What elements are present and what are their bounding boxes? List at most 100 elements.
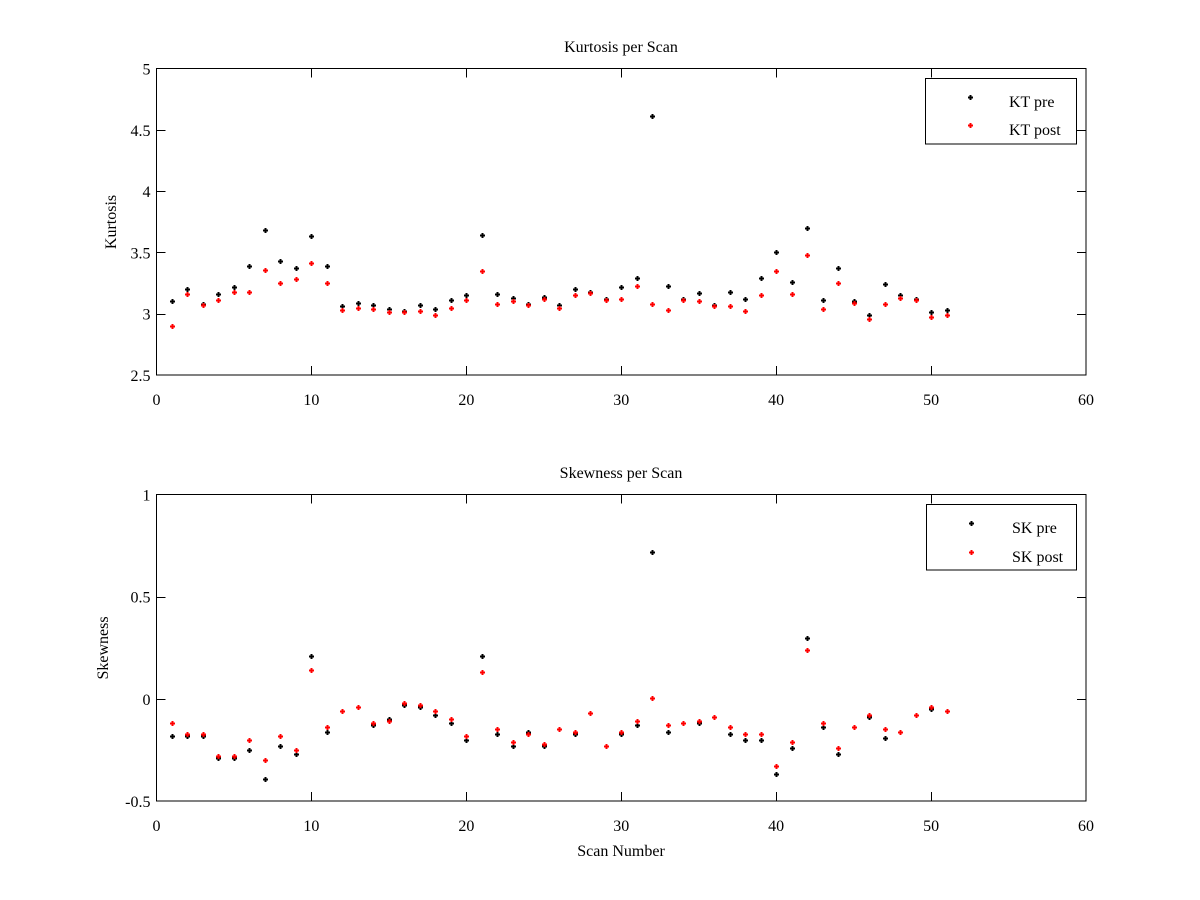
kt-post-point [821, 307, 826, 312]
sk-post-point [542, 742, 547, 747]
sk-pre-point [805, 636, 810, 641]
sk-pre-point [728, 732, 733, 737]
kt-post-point [185, 292, 190, 297]
skewness-points [170, 550, 950, 782]
kt-post-point [898, 296, 903, 301]
kt-pre-point [867, 313, 872, 318]
kt-pre-point [945, 308, 950, 313]
skewness-y-axis-label: Skewness [95, 616, 112, 679]
sk-post-point [418, 703, 423, 708]
kt-pre-point [666, 284, 671, 289]
kt-pre-point [387, 307, 392, 312]
kt-pre-point [418, 303, 423, 308]
kt-pre-point [340, 304, 345, 309]
sk-post-point [774, 764, 779, 769]
skewness-subplot: Skewness per Scan Skewness Scan Number 0… [95, 465, 1094, 860]
kt-post-point [216, 298, 221, 303]
kt-post-point [402, 310, 407, 315]
kt-post-point [356, 306, 361, 311]
sk-post-point [449, 717, 454, 722]
kt-pre-point [325, 264, 330, 269]
kt-post-point [340, 308, 345, 313]
kt-post-point [464, 298, 469, 303]
kt-pre-point [309, 234, 314, 239]
kt-post-point [697, 299, 702, 304]
sk-pre-point [464, 738, 469, 743]
kt-post-point [309, 261, 314, 266]
y-tick-label: 0 [143, 692, 151, 709]
sk-post-point [170, 721, 175, 726]
sk-pre-point [170, 734, 175, 739]
sk-post-point [712, 715, 717, 720]
kt-pre-point [929, 310, 934, 315]
y-tick-label: 3 [143, 307, 151, 324]
sk-post-point [464, 734, 469, 739]
sk-post-point [743, 732, 748, 737]
skewness-x-axis-label: Scan Number [577, 843, 665, 860]
sk-post-point [852, 725, 857, 730]
sk-pre-point [495, 732, 500, 737]
kt-post-point [774, 269, 779, 274]
kt-pre-point [836, 266, 841, 271]
kt-post-point [852, 301, 857, 306]
sk-post-point [216, 754, 221, 759]
sk-pre-point [309, 654, 314, 659]
y-tick-label: 4 [143, 184, 151, 201]
kt-post-point [573, 293, 578, 298]
legend-label-sk-pre: SK pre [1012, 520, 1057, 537]
kt-post-point [914, 298, 919, 303]
kt-pre-point [480, 233, 485, 238]
kt-post-point [635, 284, 640, 289]
kt-pre-point [573, 287, 578, 292]
kt-post-point [418, 309, 423, 314]
kt-pre-point [232, 285, 237, 290]
kt-post-point [294, 277, 299, 282]
y-tick-label: 2.5 [131, 368, 151, 385]
kt-pre-point [433, 307, 438, 312]
y-tick-label: -0.5 [125, 794, 150, 811]
sk-post-point [495, 727, 500, 732]
kt-post-point [232, 290, 237, 295]
sk-pre-point [759, 738, 764, 743]
kt-post-point [929, 315, 934, 320]
y-tick-label: 0.5 [131, 590, 151, 607]
kt-pre-point [511, 296, 516, 301]
x-tick-label: 10 [303, 392, 319, 409]
kt-pre-point [263, 228, 268, 233]
kt-pre-point [821, 298, 826, 303]
skewness-legend-box [926, 504, 1077, 571]
sk-post-point [821, 721, 826, 726]
kt-pre-point [216, 292, 221, 297]
skewness-ticks: 0 10 20 30 40 50 60-0.500.51 [125, 488, 1094, 836]
sk-post-point [371, 721, 376, 726]
sk-pre-point [511, 744, 516, 749]
kurtosis-y-axis-label: Kurtosis [103, 195, 120, 249]
kt-post-point [325, 281, 330, 286]
sk-pre-point [278, 744, 283, 749]
y-tick-label: 5 [143, 62, 151, 79]
sk-pre-point [790, 746, 795, 751]
sk-pre-point [635, 723, 640, 728]
sk-pre-point [433, 713, 438, 718]
sk-post-point [728, 725, 733, 730]
y-tick-label: 1 [143, 488, 151, 505]
kurtosis-points [170, 114, 950, 329]
kt-post-point [433, 313, 438, 318]
kt-pre-point [185, 287, 190, 292]
sk-post-point [263, 758, 268, 763]
sk-post-point [867, 713, 872, 718]
sk-post-point [557, 727, 562, 732]
sk-post-point [697, 719, 702, 724]
kt-post-point [743, 309, 748, 314]
kt-pre-point [278, 259, 283, 264]
kt-pre-point [371, 303, 376, 308]
sk-pre-point [325, 730, 330, 735]
kt-pre-point [697, 291, 702, 296]
kt-pre-point [790, 280, 795, 285]
kt-post-point [681, 298, 686, 303]
kt-pre-point [464, 293, 469, 298]
sk-post-point [185, 732, 190, 737]
kt-post-point [526, 303, 531, 308]
legend-marker-kt-post [968, 123, 973, 128]
sk-post-point [402, 701, 407, 706]
